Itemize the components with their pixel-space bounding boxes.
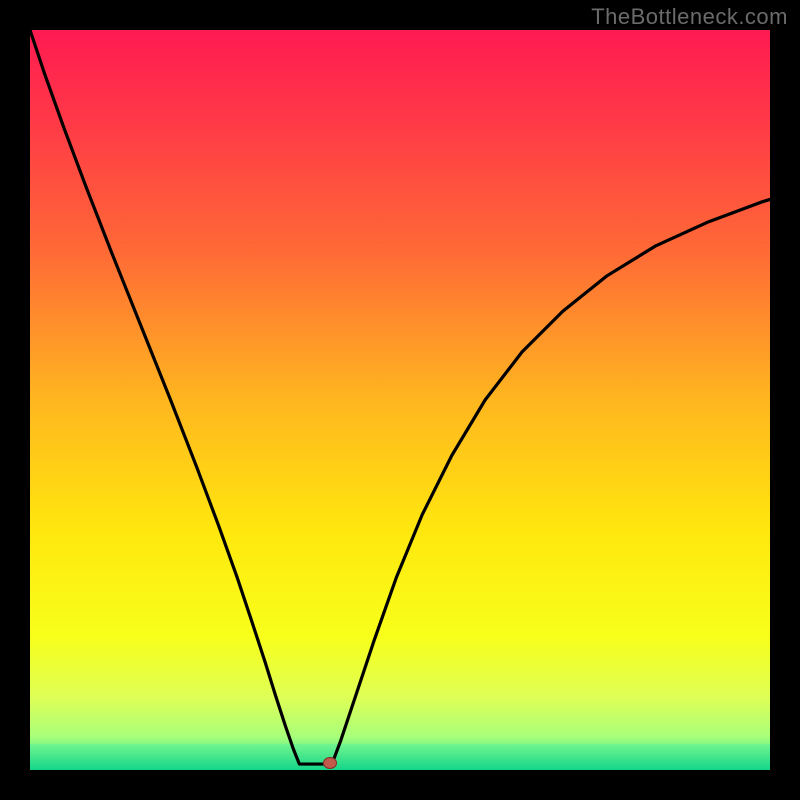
current-config-marker (323, 757, 337, 769)
chart-plot-area (30, 30, 770, 770)
watermark-text: TheBottleneck.com (591, 4, 788, 30)
bottleneck-curve (30, 30, 770, 770)
